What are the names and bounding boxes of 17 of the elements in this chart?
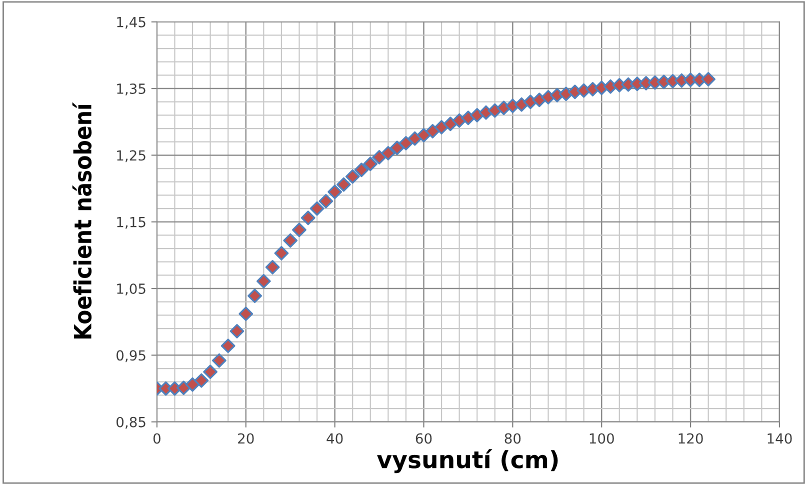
x-tick-label: 140 bbox=[768, 433, 792, 444]
x-tick-label: 40 bbox=[326, 433, 343, 444]
y-tick-label: 1,05 bbox=[117, 283, 146, 296]
x-tick-label: 120 bbox=[678, 433, 703, 444]
y-tick-label: 0,85 bbox=[116, 416, 146, 429]
x-tick-label: 60 bbox=[416, 433, 432, 444]
y-tick-label: 1,25 bbox=[117, 150, 146, 162]
y-tick-label: 1,15 bbox=[117, 217, 146, 229]
x-tick-label: 20 bbox=[238, 433, 254, 444]
y-tick-label: 1,45 bbox=[117, 17, 146, 29]
x-tick-label: 100 bbox=[590, 433, 614, 444]
x-tick-label: 0 bbox=[153, 433, 160, 444]
y-tick-label: 1,35 bbox=[117, 84, 146, 96]
y-axis-title: Koeficient násobení bbox=[72, 102, 92, 339]
y-tick-label: 0,95 bbox=[116, 350, 146, 362]
x-tick-label: 80 bbox=[504, 433, 521, 444]
x-axis-title: vysunutí (cm) bbox=[377, 449, 558, 474]
